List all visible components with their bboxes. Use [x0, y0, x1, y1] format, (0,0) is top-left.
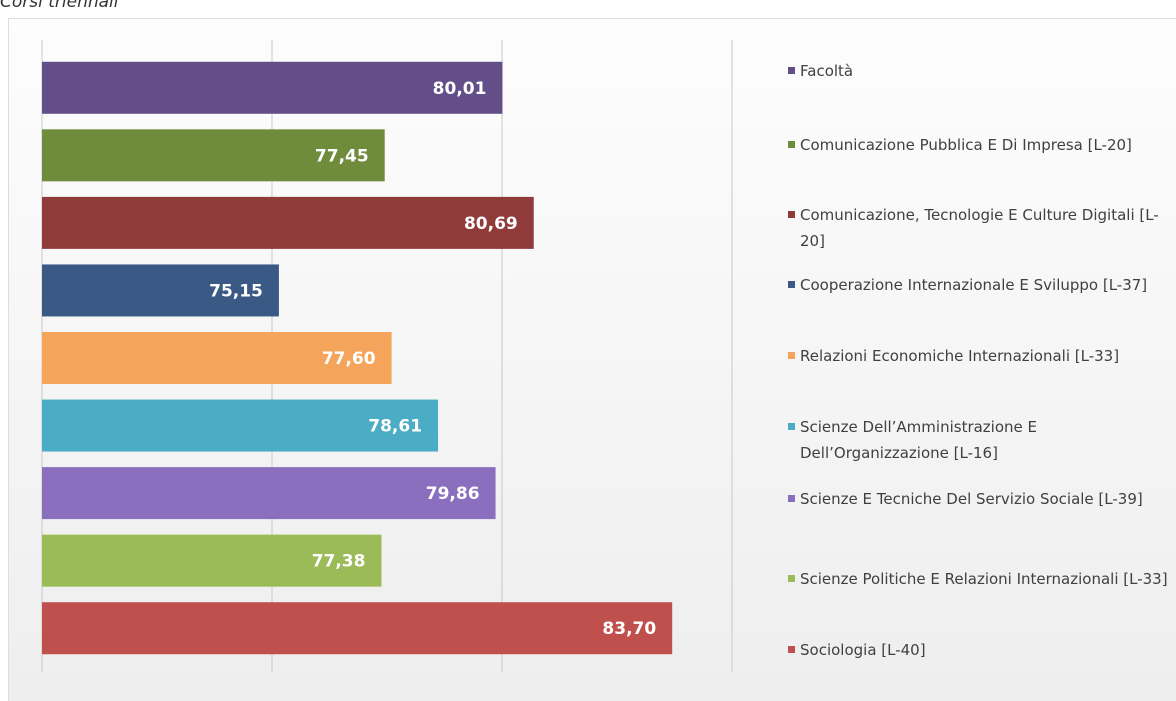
bar	[42, 61, 503, 114]
data-label: 75,15	[209, 281, 263, 301]
bar	[42, 196, 534, 249]
legend-label: Sociologia [L-40]	[800, 641, 926, 659]
data-label: 79,86	[426, 484, 480, 504]
bar	[42, 332, 392, 384]
legend-entry: Comunicazione Pubblica E Di Impresa [L-2…	[786, 132, 1171, 158]
data-label: 77,38	[312, 552, 366, 572]
legend-label: Scienze Dell’Amministrazione E Dell’Orga…	[800, 418, 1038, 462]
legend-label: Scienze Politiche E Relazioni Internazio…	[800, 570, 1168, 588]
legend-label: Relazioni Economiche Internazionali [L-3…	[800, 347, 1120, 365]
legend-label: Comunicazione Pubblica E Di Impresa [L-2…	[800, 136, 1132, 154]
legend-entry: Comunicazione, Tecnologie E Culture Digi…	[786, 202, 1171, 254]
data-label: 83,70	[602, 619, 656, 639]
bar	[42, 399, 439, 452]
legend-label: Comunicazione, Tecnologie E Culture Digi…	[800, 206, 1159, 250]
legend-swatch	[788, 141, 795, 148]
legend-label: Cooperazione Internazionale E Sviluppo […	[800, 276, 1148, 294]
legend-entry: Cooperazione Internazionale E Sviluppo […	[786, 272, 1171, 298]
legend-entry: Relazioni Economiche Internazionali [L-3…	[786, 343, 1171, 369]
legend-label: Scienze E Tecniche Del Servizio Sociale …	[800, 490, 1143, 508]
legend-swatch	[788, 352, 795, 359]
data-label: 80,69	[464, 214, 518, 234]
data-label: 77,60	[322, 349, 376, 369]
legend-entry: Sociologia [L-40]	[786, 637, 1171, 663]
bar	[42, 467, 496, 520]
bar	[42, 129, 385, 182]
bar	[42, 264, 279, 317]
legend-swatch	[788, 646, 795, 653]
legend-swatch	[788, 281, 795, 288]
legend-swatch	[788, 575, 795, 582]
legend-entry: Scienze E Tecniche Del Servizio Sociale …	[786, 486, 1171, 512]
data-label: 78,61	[368, 417, 422, 437]
legend-entry: Scienze Politiche E Relazioni Internazio…	[786, 566, 1171, 592]
legend-swatch	[788, 67, 795, 74]
data-label: 77,45	[315, 146, 369, 166]
legend-label: Facoltà	[800, 62, 854, 80]
legend-entry: Scienze Dell’Amministrazione E Dell’Orga…	[786, 414, 1171, 466]
bar	[42, 602, 673, 655]
chart-title: Corsi triennali	[0, 0, 119, 12]
legend-entry: Facoltà	[786, 58, 1171, 84]
legend-swatch	[788, 423, 795, 430]
bar	[42, 534, 382, 587]
data-label: 80,01	[433, 79, 487, 99]
legend-swatch	[788, 211, 795, 218]
legend-swatch	[788, 495, 795, 502]
